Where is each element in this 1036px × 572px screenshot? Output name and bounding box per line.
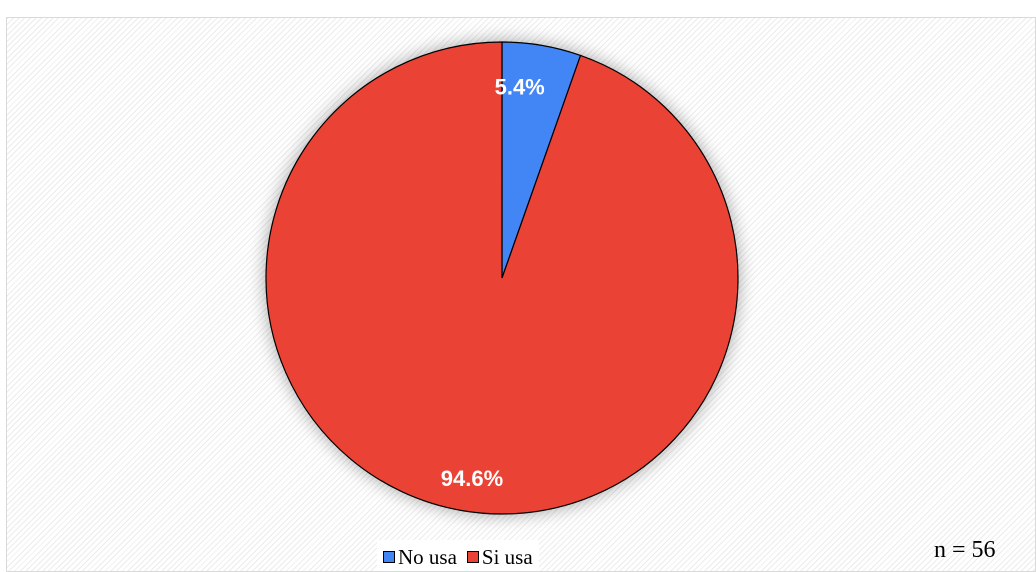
legend-label-no-usa: No usa <box>398 544 457 569</box>
sample-size-note: n = 56 <box>934 537 996 563</box>
pie-slices <box>265 41 739 515</box>
pie-labels: 5.4% 94.6% <box>441 74 545 491</box>
legend-item-si-usa: Si usa <box>466 544 533 570</box>
legend-item-no-usa: No usa <box>383 545 457 570</box>
legend-label-si-usa: Si usa <box>481 544 533 569</box>
pie-chart: 5.4% 94.6% <box>265 41 739 515</box>
legend-swatch-no-usa <box>383 551 395 563</box>
legend: No usa Si usa <box>377 540 539 571</box>
chart-area: 5.4% 94.6% No usa Si usa n = 56 <box>6 17 1036 572</box>
data-label-si-usa: 94.6% <box>441 466 503 491</box>
data-label-no-usa: 5.4% <box>495 74 545 99</box>
pie-slice-si-usa <box>265 41 739 515</box>
legend-swatch-si-usa <box>466 551 479 563</box>
